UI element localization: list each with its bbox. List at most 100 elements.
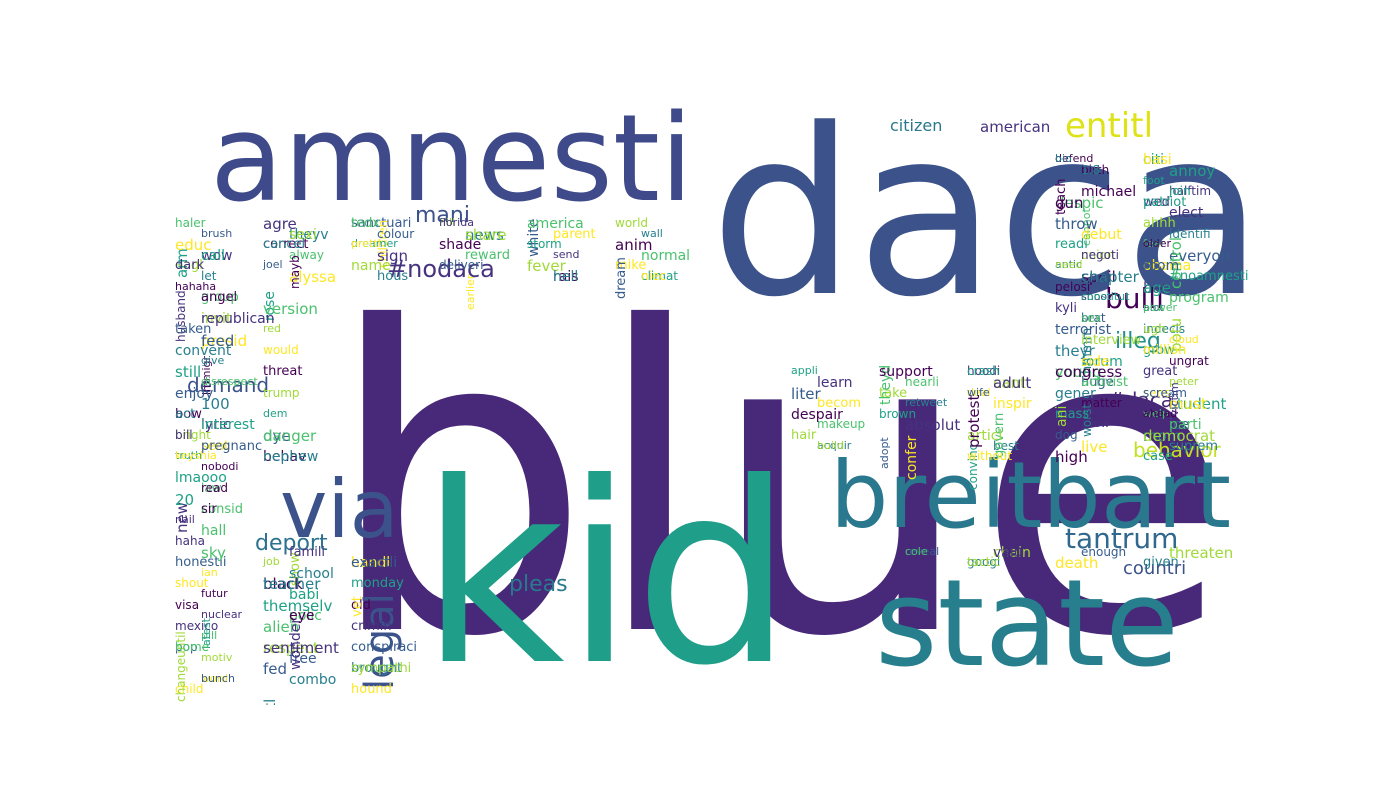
cloud-word: dark — [175, 258, 205, 274]
cloud-word: child — [175, 682, 204, 697]
cloud-word: bill — [175, 428, 193, 442]
cloud-word: given — [1143, 555, 1179, 571]
cloud-word: polic — [289, 608, 322, 625]
cloud-word: threaten — [1169, 543, 1234, 562]
cloud-word: job — [263, 555, 280, 569]
cloud-word: debut — [1081, 226, 1122, 243]
cloud-word: kyli — [1055, 300, 1077, 316]
cloud-word: share — [465, 225, 507, 244]
cloud-word: polici — [1055, 406, 1090, 422]
cloud-word: cole — [905, 544, 928, 558]
cloud-word: dye — [263, 427, 291, 445]
cloud-word: would — [263, 343, 299, 358]
cloud-word: wall — [641, 226, 663, 240]
cloud-word: bow — [175, 406, 202, 422]
cloud-word: visa — [175, 597, 200, 612]
cloud-word: foot — [1143, 173, 1165, 187]
cloud-word: republican — [201, 311, 275, 328]
cloud-word: tactic — [967, 555, 1001, 570]
cloud-word: theyr — [1055, 342, 1095, 361]
cloud-word: mexico — [175, 618, 219, 633]
cloud-word: nephew — [263, 449, 319, 466]
cloud-word: alot — [1143, 300, 1164, 314]
cloud-word: gener — [1055, 385, 1096, 402]
cloud-word: annoy — [1169, 162, 1216, 180]
cloud-word: nobodi — [201, 459, 239, 473]
cloud-word: confer — [904, 435, 920, 480]
cloud-word: version — [263, 299, 318, 318]
cloud-word: american — [980, 118, 1051, 136]
cloud-word: nuclear — [201, 608, 243, 622]
cloud-word: appli — [791, 364, 818, 378]
cloud-word: send — [553, 247, 580, 261]
cloud-word: storm — [527, 237, 562, 252]
cloud-word: bunch — [201, 671, 235, 685]
cloud-word: young — [1055, 363, 1102, 382]
cloud-word: spoil — [1081, 268, 1116, 286]
cloud-word: teacher — [263, 575, 321, 594]
cloud-word: black — [263, 575, 303, 594]
cloud-word: red — [263, 322, 282, 335]
cloud-word: taken — [175, 322, 212, 337]
cloud-word: america — [527, 216, 584, 232]
cloud-word: pretti — [351, 237, 381, 251]
cloud-word: adult — [993, 374, 1032, 392]
cloud-word: climat — [641, 269, 679, 283]
cloud-word: sky — [201, 543, 226, 562]
cloud-word: 100 — [201, 395, 230, 414]
cloud-word: halftim — [1169, 184, 1212, 199]
cloud-word: respect — [263, 639, 319, 657]
cloud-word: ugh — [1143, 322, 1166, 336]
cloud-word: exactli — [351, 555, 398, 572]
cloud-word: feed — [201, 331, 235, 350]
cloud-word: hill — [439, 216, 456, 229]
cloud-word: group — [201, 290, 239, 306]
cloud-word: florida — [439, 216, 474, 229]
cloud-word: daca — [710, 105, 1260, 348]
cloud-word: antic — [1055, 258, 1083, 272]
cloud-word: sens — [1143, 385, 1171, 400]
cloud-word: amnesti — [210, 105, 694, 229]
cloud-word: identifi — [1169, 226, 1211, 241]
cloud-word: fever — [527, 257, 566, 276]
cloud-word: ani — [1054, 405, 1070, 427]
cloud-word: retweet — [905, 396, 948, 410]
cloud-word: eagl — [175, 258, 203, 274]
cloud-word: 1.8 — [1081, 163, 1101, 177]
cloud-word: michael — [1081, 184, 1137, 201]
cloud-word: protest — [965, 394, 983, 448]
cloud-word: ahhh — [1143, 216, 1176, 231]
cloud-word: deport — [255, 531, 328, 556]
cloud-word: tantrum — [1065, 522, 1179, 555]
cloud-word: allow — [1081, 417, 1110, 431]
cloud-word: pregnanc — [201, 438, 263, 454]
cloud-word: colour — [377, 226, 415, 241]
cloud-word: articl — [967, 428, 1003, 444]
cloud-word: correct — [263, 237, 309, 253]
cloud-word: crash — [967, 364, 1000, 379]
cloud-word: high — [1055, 448, 1088, 467]
cloud-word: fed — [263, 660, 288, 679]
cloud-word: forum — [1081, 353, 1123, 370]
cloud-word: normal — [641, 247, 691, 264]
cloud-word: room — [1143, 258, 1180, 275]
cloud-word: keyshia — [175, 449, 217, 463]
cloud-word: dream — [614, 257, 629, 300]
cloud-word: read — [201, 481, 229, 495]
cloud-word: chain — [993, 544, 1031, 561]
cloud-word: demand — [187, 373, 270, 397]
cloud-word: older — [1143, 237, 1172, 251]
cloud-word: combo — [289, 671, 337, 688]
cloud-word: brat — [1081, 311, 1106, 326]
cloud-word: babi — [289, 587, 320, 603]
cloud-word: side — [1081, 353, 1110, 370]
cloud-word: reveal — [905, 544, 940, 558]
cloud-word: elect — [1169, 205, 1204, 222]
cloud-word: interview — [1081, 332, 1142, 348]
cloud-word: mass — [1055, 406, 1090, 422]
cloud-word: wife — [967, 385, 990, 399]
cloud-word: ice — [1169, 417, 1190, 434]
cloud-word: name — [351, 258, 391, 275]
cloud-word: million — [1143, 343, 1187, 359]
cloud-word: ian — [201, 565, 218, 579]
